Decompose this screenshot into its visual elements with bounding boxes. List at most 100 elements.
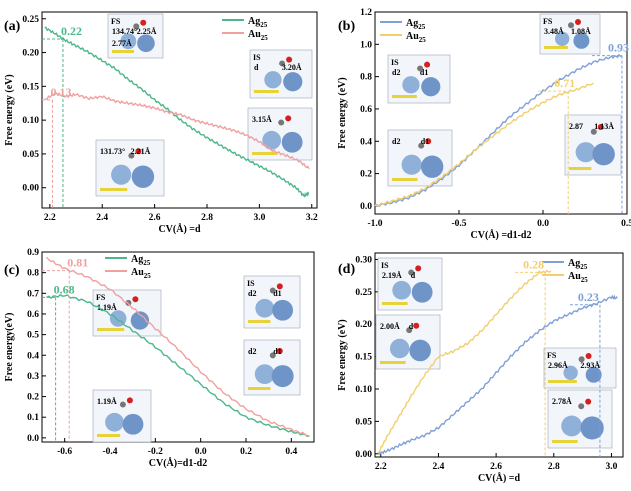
metal-atom — [122, 413, 144, 435]
x-tick-label: 2.4 — [433, 462, 445, 472]
y-tick-label: 0.6 — [27, 310, 39, 320]
sulfur-bond — [97, 328, 125, 331]
inset-state-label: FS — [96, 293, 106, 302]
carbon-atom — [133, 23, 140, 30]
oxygen-atom — [425, 138, 432, 145]
metal-atom — [420, 155, 444, 178]
y-tick-label: 0.5 — [27, 331, 39, 341]
sulfur-bond — [252, 152, 278, 155]
x-axis-title: CV(Å)=d1-d2 — [149, 457, 207, 469]
metal-atom — [573, 32, 590, 49]
structure-inset: 131.73° 2.21Å — [95, 139, 165, 197]
oxygen-atom — [415, 265, 422, 272]
structure-inset: d2 d1 — [387, 129, 453, 187]
inset-measure-label: 131.73° — [100, 147, 125, 156]
plot-frame — [374, 11, 628, 215]
x-axis-title: CV(Å) =d — [478, 472, 521, 484]
x-tick-label: 0.0 — [537, 219, 549, 229]
panel-c: -0.6 -0.4 -0.2 0.0 0.2 0.4 0.0 0.1 0.2 0.3 0.4 0.5 0… — [4, 248, 315, 469]
metal-atom — [105, 412, 124, 432]
annotation-value: 0.68 — [54, 282, 75, 296]
x-tick-label: 2.6 — [149, 213, 161, 223]
sulfur-bond — [254, 90, 279, 93]
carbon-atom — [578, 356, 585, 363]
metal-atom — [585, 366, 602, 383]
structure-inset: FS2.96Å 2.93Å — [543, 347, 617, 389]
legend-label: Ag25 — [568, 258, 588, 271]
oxygen-atom — [285, 115, 292, 122]
sulfur-bond — [548, 380, 577, 383]
metal-atom — [421, 77, 441, 97]
y-tick-label: 0.4 — [360, 137, 372, 147]
y-tick-label: 0.7 — [27, 289, 39, 299]
inset-measure-label: d1 — [420, 68, 428, 77]
x-tick-label: -0.4 — [102, 447, 117, 457]
oxygen-atom — [135, 148, 142, 155]
metal-atom — [555, 31, 570, 46]
y-tick-label: 0.8 — [27, 269, 39, 279]
y-tick-label: 0.10 — [355, 385, 372, 395]
panel-label: (a) — [4, 19, 21, 34]
y-tick-label: 0.2 — [27, 393, 39, 403]
metal-atom — [281, 131, 303, 153]
y-tick-label: 0.1 — [27, 413, 39, 423]
y-tick-label: 0.30 — [355, 255, 372, 265]
metal-atom — [130, 311, 150, 330]
inset-measure-label: d1 — [273, 289, 281, 298]
series-line — [374, 82, 594, 207]
series-line — [377, 294, 618, 456]
oxygen-atom — [140, 19, 147, 26]
metal-atom — [389, 338, 410, 359]
structure-inset: IS2.19Å d — [377, 257, 443, 311]
oxygen-atom — [132, 296, 139, 303]
x-axis-title: CV(Å) =d — [158, 223, 201, 235]
legend-label: Ag25 — [131, 254, 151, 267]
plot-frame — [41, 251, 315, 443]
x-tick-label: 0.2 — [240, 447, 252, 457]
inset-frame — [95, 139, 165, 197]
annotation-value: 0.13 — [50, 85, 71, 99]
annotation-value: 0.28 — [523, 257, 544, 271]
inset-state-label: IS — [391, 58, 399, 67]
carbon-atom — [279, 60, 286, 67]
inset-frame — [547, 389, 613, 449]
inset-measure-label: 2.77Å — [112, 39, 132, 48]
x-tick-label: 2.2 — [44, 213, 56, 223]
legend-label: Au25 — [406, 31, 426, 44]
inset-measure-label: 2.87 — [569, 122, 583, 131]
inset-frame — [92, 389, 152, 443]
inset-measure-label: d — [411, 271, 416, 280]
metal-atom — [402, 76, 420, 94]
metal-atom — [580, 416, 604, 440]
inset-measure-label: 1.19Å — [97, 303, 117, 312]
carbon-atom — [568, 22, 574, 29]
oxygen-atom — [276, 283, 283, 290]
carbon-atom — [578, 403, 585, 410]
x-tick-label: 2.6 — [490, 462, 502, 472]
y-tick-label: 0.10 — [22, 116, 39, 126]
inset-measure-label: 1.08Å — [571, 27, 591, 36]
y-tick-label: 0.15 — [22, 82, 39, 92]
legend-label: Au25 — [248, 29, 268, 42]
y-tick-label: 0.05 — [22, 150, 39, 160]
inset-measure-label: 2.25Å — [137, 27, 157, 36]
inset-measure-label: d2 — [248, 347, 256, 356]
inset-measure-label: d2 — [392, 68, 400, 77]
sulfur-bond — [248, 320, 271, 323]
x-tick-label: 3.0 — [253, 213, 265, 223]
metal-atom — [409, 339, 431, 362]
sulfur-bond — [100, 188, 128, 191]
carbon-atom — [417, 65, 424, 72]
series-line — [44, 26, 310, 198]
x-tick-label: -0.5 — [451, 219, 466, 229]
y-axis-title: Free energy (eV) — [337, 77, 348, 148]
inset-frame — [107, 13, 164, 59]
sulfur-bond — [569, 167, 592, 170]
structure-inset: 3.15Å — [247, 107, 313, 161]
y-tick-label: 0.9 — [27, 248, 39, 258]
annotation-value: 0.23 — [578, 290, 599, 304]
plot-frame — [41, 11, 318, 209]
structure-inset: 2.87 1.13Å — [564, 114, 622, 176]
